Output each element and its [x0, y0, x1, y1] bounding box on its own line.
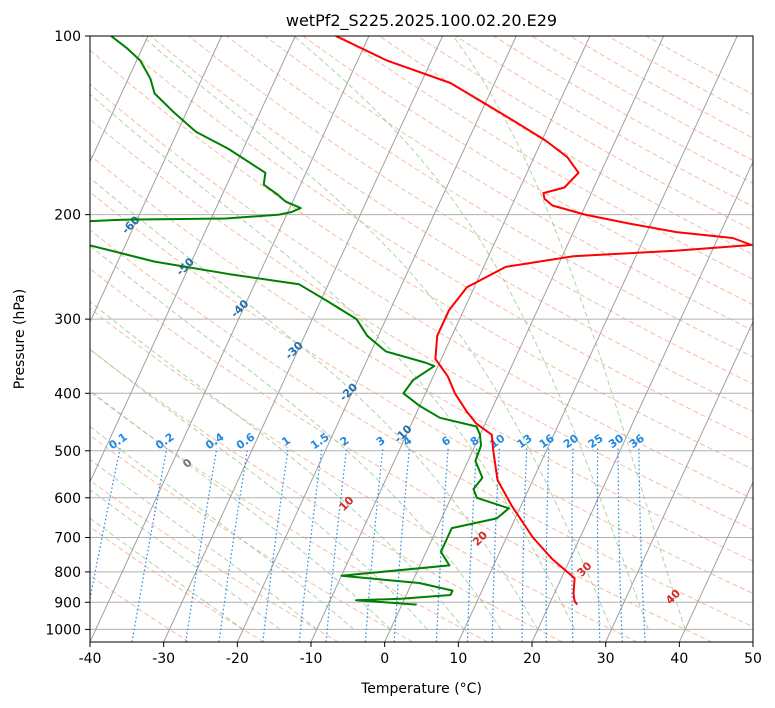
- y-tick-label: 600: [54, 491, 81, 507]
- x-tick-label: -40: [79, 651, 102, 667]
- isotherm-gridline: [531, 160, 753, 642]
- moist-adiabat: [293, 36, 649, 630]
- y-tick-label: 800: [54, 565, 81, 581]
- moist-adiabat: [90, 177, 539, 630]
- isotherm-gridline: [384, 36, 665, 642]
- y-tick-label: 400: [54, 386, 81, 402]
- isotherm-gridline: [236, 36, 517, 642]
- mixing-ratio-line: [185, 448, 218, 642]
- x-tick-label: 30: [597, 651, 615, 667]
- moist-adiabat: [90, 301, 465, 630]
- x-tick-label: -20: [226, 651, 249, 667]
- dry-adiabat: [150, 36, 753, 413]
- isotherm-gridline: [310, 36, 591, 642]
- isotherm-gridline: [90, 36, 149, 164]
- isotherm-gridline: [457, 36, 738, 642]
- moist-adiabat: [90, 458, 318, 630]
- moist-adiabat: [90, 348, 428, 630]
- mixing-ratio-line: [131, 448, 168, 642]
- plot-frame: [89, 35, 754, 643]
- isotherm-gridline: [605, 320, 753, 642]
- y-axis-label: Pressure (hPa): [12, 289, 28, 389]
- dry-adiabat: [111, 36, 753, 441]
- moist-adiabat: [90, 426, 354, 630]
- chart-title: wetPf2_S225.2025.100.02.20.E29: [286, 11, 557, 31]
- y-tick-label: 100: [54, 29, 81, 45]
- x-axis-label: Temperature (°C): [360, 681, 482, 697]
- x-tick-label: 50: [744, 651, 762, 667]
- dry-adiabat: [90, 391, 488, 642]
- temperature-line: [335, 36, 753, 606]
- dry-adiabat: [188, 36, 753, 385]
- y-tick-label: 300: [54, 312, 81, 328]
- isotherm-gridline: [90, 36, 223, 324]
- dry-adiabat: [90, 574, 190, 642]
- dry-adiabat: [90, 348, 563, 642]
- x-tick-label: -30: [152, 651, 175, 667]
- dewpoint-line: [90, 36, 510, 606]
- x-tick-label: 20: [523, 651, 541, 667]
- moist-adiabat: [90, 93, 576, 630]
- dry-adiabat: [90, 434, 414, 642]
- dry-adiabat: [90, 118, 753, 531]
- isotherm-gridline: [90, 36, 296, 484]
- mixing-ratio-line: [90, 448, 121, 603]
- moist-adiabat: [90, 245, 502, 630]
- isotherm-gridline: [163, 36, 444, 642]
- y-tick-label: 700: [54, 531, 81, 547]
- y-tick-label: 500: [54, 444, 81, 460]
- dry-adiabat: [90, 479, 339, 642]
- x-tick-label: -10: [300, 651, 323, 667]
- moist-adiabat: [452, 36, 686, 630]
- x-tick-label: 0: [380, 651, 389, 667]
- isotherm-gridline: [678, 480, 753, 642]
- dry-adiabat: [90, 267, 712, 642]
- y-tick-label: 200: [54, 208, 81, 224]
- dry-adiabat: [90, 154, 753, 562]
- x-tick-label: 10: [449, 651, 467, 667]
- moist-adiabat: [90, 389, 391, 630]
- plot-area: 0.10.20.40.611.52346810131620253036-100-…: [90, 36, 753, 642]
- x-tick-label: 40: [670, 651, 688, 667]
- moist-adiabat: [141, 36, 612, 630]
- y-tick-label: 1000: [45, 622, 81, 638]
- isotherm-gridline: [90, 36, 370, 642]
- y-tick-label: 900: [54, 595, 81, 611]
- axes: -40 -30 -20 -10 0 10 20 30 40 50 100 200 300 400 500 60…: [45, 29, 762, 667]
